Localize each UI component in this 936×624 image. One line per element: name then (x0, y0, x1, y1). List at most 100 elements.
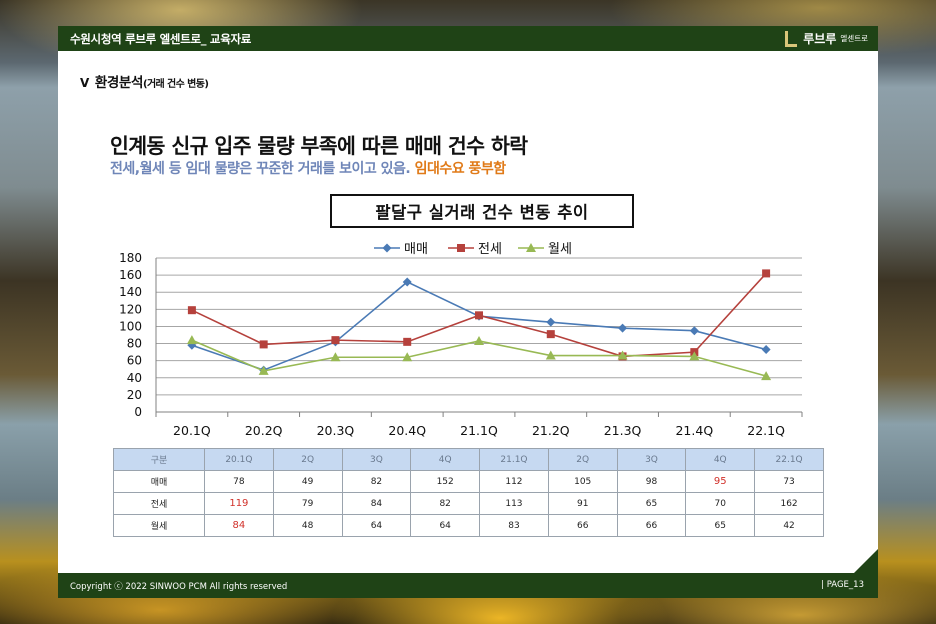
data-point-2 (331, 336, 340, 345)
series-line-3 (191, 339, 767, 377)
headline: 인계동 신규 입주 물량 부족에 따른 매매 건수 하락 (110, 134, 528, 158)
y-tick-label: 20 (127, 388, 142, 402)
y-tick-label: 40 (127, 371, 142, 385)
subline-orange-text: 임대수요 풍부함 (410, 161, 507, 177)
table-cell: 119 (204, 492, 274, 515)
x-tick-label: 20.2Q (245, 423, 283, 438)
table-cell: 162 (754, 492, 824, 515)
y-tick-label: 160 (119, 268, 142, 282)
table-cell: 78 (204, 470, 274, 493)
table-header-cell: 4Q (685, 448, 756, 471)
table-cell: 49 (272, 470, 343, 493)
logo-l-icon (784, 30, 798, 47)
y-tick-label: 180 (119, 251, 142, 265)
x-tick-label: 22.1Q (747, 423, 785, 438)
table-cell: 91 (547, 492, 618, 515)
legend-label: 전세 (478, 242, 502, 257)
table-header-cell: 2Q (272, 448, 343, 471)
table-cell: 79 (272, 492, 343, 515)
x-tick-label: 21.3Q (604, 423, 642, 438)
data-point-1 (402, 277, 412, 287)
table-row: 전세 119 79 84 82 113 91 65 70 162 (113, 492, 824, 515)
table-cell: 84 (204, 514, 274, 537)
copyright-text: Copyright ⓒ 2022 SINWOO PCM All rights r… (70, 582, 288, 592)
table-row-label: 전세 (113, 492, 205, 515)
legend-marker (457, 244, 465, 252)
table-cell: 112 (479, 470, 549, 493)
table-header-cell: 3Q (341, 448, 412, 471)
x-tick-label: 20.1Q (173, 423, 211, 438)
table-cell: 152 (410, 470, 481, 493)
data-point-2 (259, 340, 268, 349)
y-tick-label: 80 (127, 337, 142, 351)
line-chart: 0 20 40 60 80 100 120 140 160 180 20.1Q 20.2Q 20.3Q 2… (119, 242, 803, 438)
data-table: 구분 20.1Q 2Q 3Q 4Q 21.1Q 2Q 3Q 4Q 22.1Q 매매 78 49 82 152… (113, 448, 824, 537)
table-row: 매매 78 49 82 152 112 105 98 95 73 (113, 470, 824, 493)
data-point-3 (474, 335, 484, 345)
table-header-cell: 2Q (547, 448, 618, 471)
chart-title: 팔달구 실거래 건수 변동 추이 (330, 194, 634, 228)
section-title: 환경분석 (94, 75, 143, 91)
data-point-2 (546, 330, 555, 339)
header-title: 수원시청역 루브루 엘센트로_ 교육자료 (70, 32, 252, 46)
table-cell: 82 (341, 470, 412, 493)
x-tick-label: 21.1Q (460, 423, 498, 438)
table-cell: 64 (341, 514, 412, 537)
table-cell: 82 (410, 492, 481, 515)
section-subtitle: (거래 건수 변동) (142, 79, 209, 90)
table-header-cell: 22.1Q (754, 448, 824, 471)
legend-marker (526, 243, 536, 252)
table-header-cell: 구분 (113, 448, 205, 471)
table-cell: 64 (410, 514, 481, 537)
data-point-2 (762, 269, 771, 278)
slide: 수원시청역 루브루 엘센트로_ 교육자료 루브루 엘센트로 V 환경분석(거래 건… (58, 26, 878, 598)
table-header-cell: 4Q (410, 448, 481, 471)
table-cell: 66 (616, 514, 687, 537)
table-cell: 113 (479, 492, 549, 515)
chevron-icon: V (80, 76, 89, 90)
corner-accent (854, 549, 878, 573)
data-point-3 (258, 365, 269, 375)
data-point-2 (187, 306, 196, 315)
data-point-3 (761, 371, 772, 381)
x-tick-label: 20.4Q (388, 423, 426, 438)
y-tick-label: 60 (127, 354, 142, 368)
data-point-3 (545, 350, 556, 360)
table-cell: 65 (685, 514, 756, 537)
table-cell: 83 (479, 514, 549, 537)
logo: 루브루 엘센트로 (784, 29, 868, 48)
table-row-label: 월세 (113, 514, 205, 537)
legend-label: 월세 (548, 242, 572, 257)
header-bar: 수원시청역 루브루 엘센트로_ 교육자료 루브루 엘센트로 (58, 26, 878, 51)
table-cell: 48 (272, 514, 343, 537)
table-cell: 95 (685, 470, 756, 493)
data-point-2 (403, 337, 412, 346)
logo-subtitle: 엘센트로 (840, 34, 868, 43)
table-cell: 73 (754, 470, 824, 493)
table-header-cell: 21.1Q (479, 448, 549, 471)
y-tick-label: 120 (119, 302, 142, 316)
data-point-3 (617, 350, 628, 360)
table-cell: 98 (616, 470, 687, 493)
y-tick-label: 0 (134, 405, 142, 419)
x-tick-label: 20.3Q (317, 423, 355, 438)
data-point-3 (186, 335, 197, 345)
table-cell: 70 (685, 492, 756, 515)
subline: 전세,월세 등 임대 물량은 꾸준한 거래를 보이고 있음. 임대수요 풍부함 (110, 158, 506, 178)
table-header-row: 구분 20.1Q 2Q 3Q 4Q 21.1Q 2Q 3Q 4Q 22.1Q (113, 448, 824, 471)
y-tick-label: 100 (119, 319, 142, 333)
data-point-3 (402, 352, 413, 362)
table-cell: 84 (341, 492, 412, 515)
data-point-3 (330, 352, 341, 362)
legend-marker (382, 243, 392, 253)
y-tick-label: 140 (119, 285, 142, 299)
data-point-3 (689, 351, 700, 361)
footer-bar: Copyright ⓒ 2022 SINWOO PCM All rights r… (58, 573, 878, 598)
data-point-1 (761, 345, 771, 355)
table-cell: 105 (547, 470, 618, 493)
data-point-2 (475, 311, 483, 320)
table-cell: 66 (547, 514, 618, 537)
x-tick-label: 21.2Q (532, 423, 570, 438)
section-heading: V 환경분석(거래 건수 변동) (80, 71, 209, 91)
data-point-1 (618, 323, 628, 333)
